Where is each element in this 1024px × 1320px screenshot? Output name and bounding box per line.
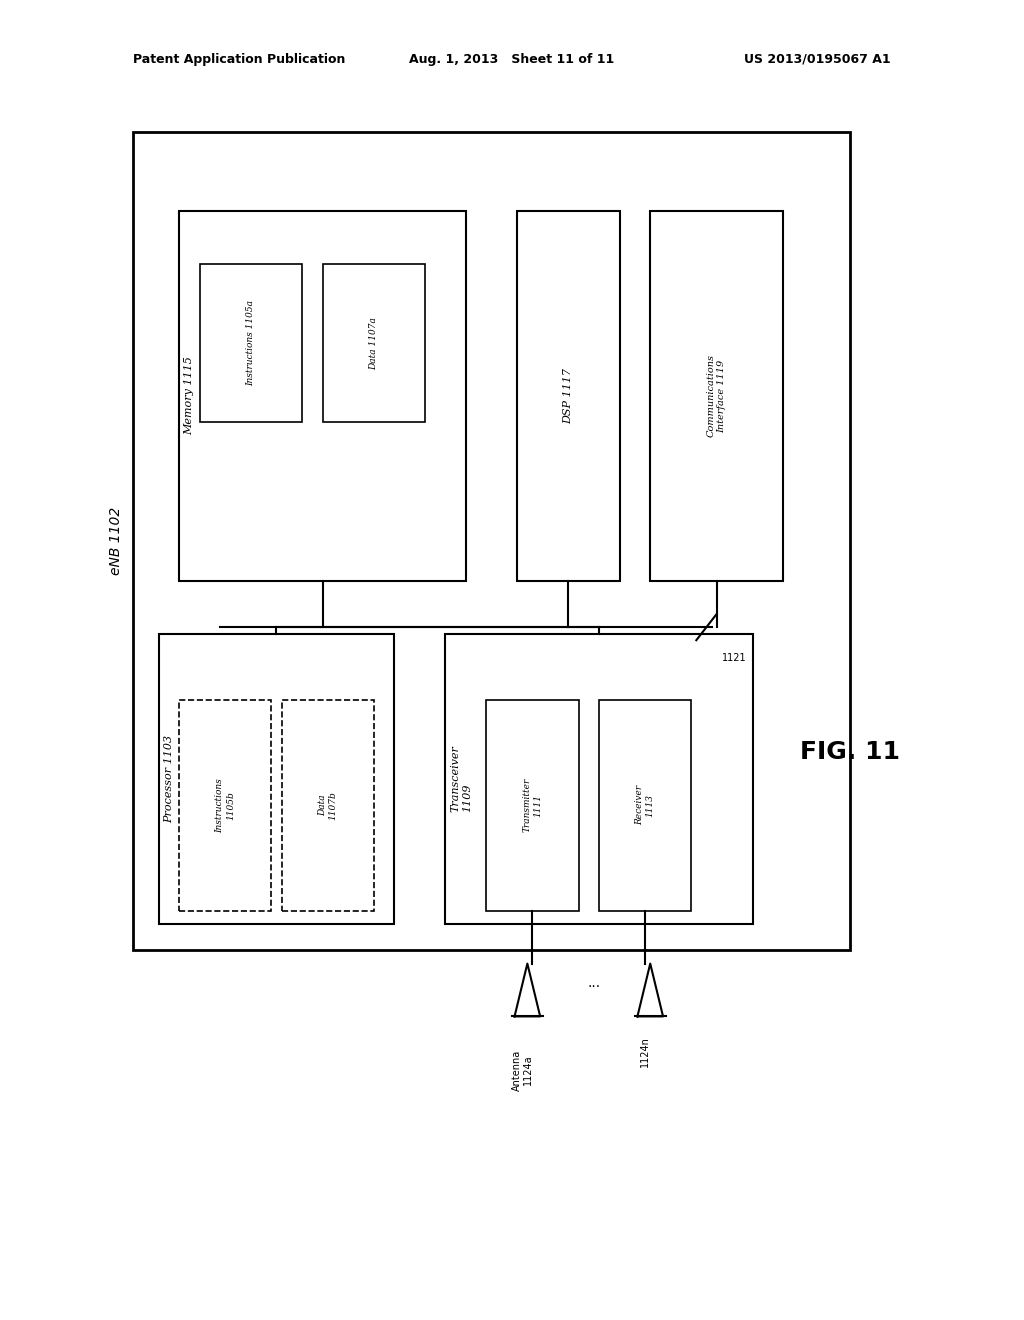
- Text: Data
1107b: Data 1107b: [318, 791, 337, 820]
- Text: Instructions
1105b: Instructions 1105b: [216, 777, 234, 833]
- FancyBboxPatch shape: [200, 264, 302, 422]
- Text: ...: ...: [588, 977, 600, 990]
- Text: US 2013/0195067 A1: US 2013/0195067 A1: [744, 53, 891, 66]
- FancyBboxPatch shape: [517, 211, 620, 581]
- Text: Instructions 1105a: Instructions 1105a: [247, 300, 255, 387]
- Text: Communications
Interface 1119: Communications Interface 1119: [708, 355, 726, 437]
- Text: Memory 1115: Memory 1115: [184, 356, 195, 436]
- Text: eNB 1102: eNB 1102: [109, 507, 123, 576]
- FancyBboxPatch shape: [159, 634, 394, 924]
- Text: Data 1107a: Data 1107a: [370, 317, 378, 370]
- Text: Transmitter
1111: Transmitter 1111: [523, 777, 542, 833]
- FancyBboxPatch shape: [282, 700, 374, 911]
- FancyBboxPatch shape: [179, 700, 271, 911]
- FancyBboxPatch shape: [323, 264, 425, 422]
- Text: DSP 1117: DSP 1117: [563, 368, 573, 424]
- Text: Transceiver
1109: Transceiver 1109: [451, 746, 472, 812]
- FancyBboxPatch shape: [133, 132, 850, 950]
- Text: 1124n: 1124n: [640, 1036, 650, 1067]
- Text: Receiver
1113: Receiver 1113: [636, 785, 654, 825]
- Text: Aug. 1, 2013   Sheet 11 of 11: Aug. 1, 2013 Sheet 11 of 11: [410, 53, 614, 66]
- Text: Antenna
1124a: Antenna 1124a: [511, 1049, 534, 1090]
- FancyBboxPatch shape: [445, 634, 753, 924]
- Text: Patent Application Publication: Patent Application Publication: [133, 53, 345, 66]
- Text: Processor 1103: Processor 1103: [164, 735, 174, 822]
- Text: 1121: 1121: [722, 653, 746, 664]
- FancyBboxPatch shape: [486, 700, 579, 911]
- FancyBboxPatch shape: [650, 211, 783, 581]
- FancyBboxPatch shape: [599, 700, 691, 911]
- Text: FIG. 11: FIG. 11: [800, 741, 900, 764]
- FancyBboxPatch shape: [179, 211, 466, 581]
